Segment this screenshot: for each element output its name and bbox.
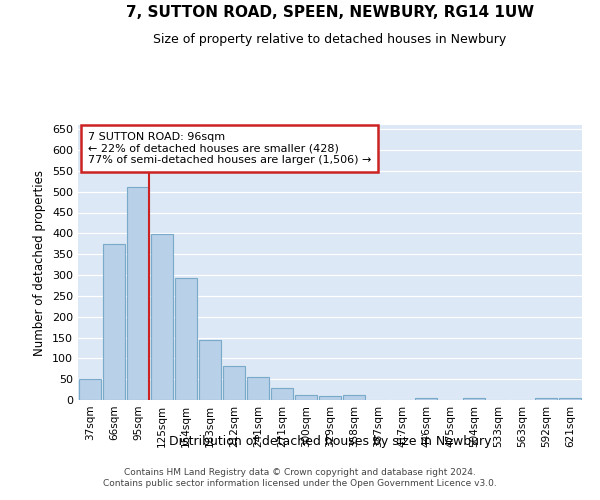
Bar <box>103 244 125 400</box>
Text: Contains HM Land Registry data © Crown copyright and database right 2024.
Contai: Contains HM Land Registry data © Crown c… <box>103 468 497 487</box>
Bar <box>151 234 173 400</box>
Y-axis label: Number of detached properties: Number of detached properties <box>34 170 46 356</box>
Text: Size of property relative to detached houses in Newbury: Size of property relative to detached ho… <box>154 32 506 46</box>
Text: 7, SUTTON ROAD, SPEEN, NEWBURY, RG14 1UW: 7, SUTTON ROAD, SPEEN, NEWBURY, RG14 1UW <box>126 5 534 20</box>
Bar <box>535 398 557 400</box>
Text: Distribution of detached houses by size in Newbury: Distribution of detached houses by size … <box>169 435 491 448</box>
Text: 7 SUTTON ROAD: 96sqm
← 22% of detached houses are smaller (428)
77% of semi-deta: 7 SUTTON ROAD: 96sqm ← 22% of detached h… <box>88 132 371 165</box>
Bar <box>271 388 293 400</box>
Bar <box>175 278 197 400</box>
Bar <box>319 396 341 400</box>
Bar <box>127 186 149 400</box>
Bar <box>199 340 221 400</box>
Bar <box>463 398 485 400</box>
Bar <box>247 377 269 400</box>
Bar <box>223 366 245 400</box>
Bar <box>79 379 101 400</box>
Bar <box>295 396 317 400</box>
Bar <box>343 395 365 400</box>
Bar <box>559 398 581 400</box>
Bar <box>415 398 437 400</box>
